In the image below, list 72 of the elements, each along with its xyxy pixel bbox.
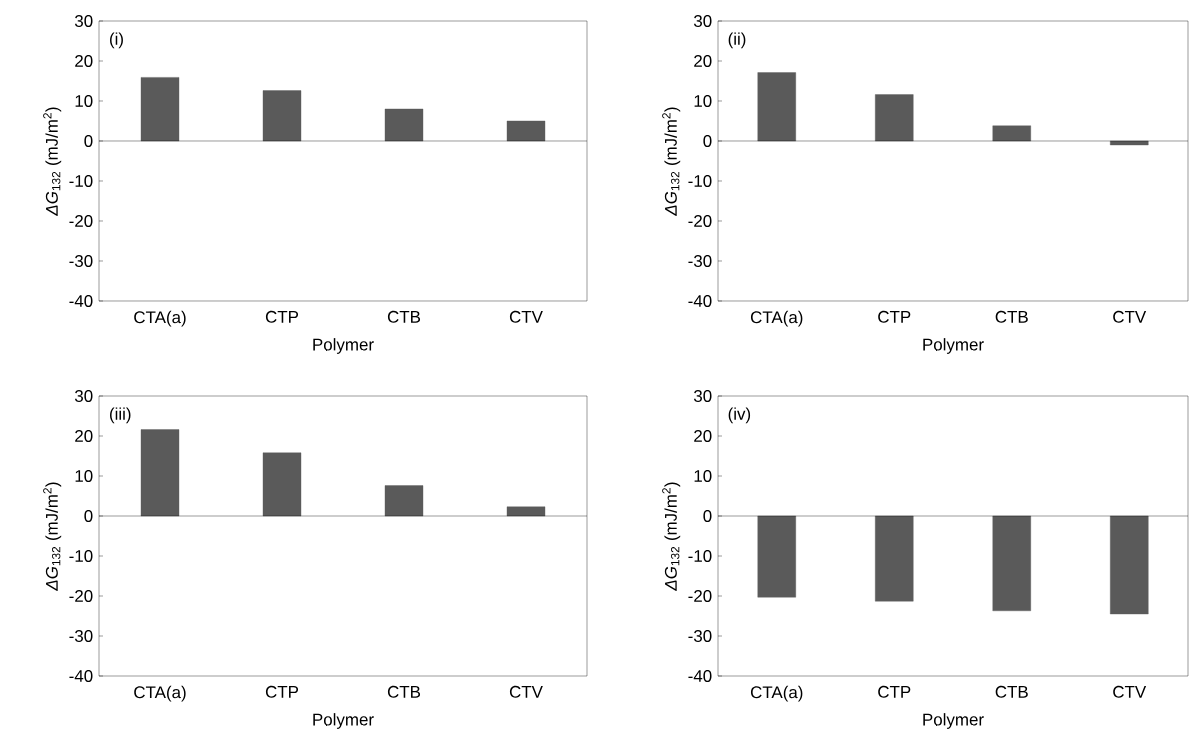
y-tick-label: -20 bbox=[69, 215, 93, 227]
y-tick-label: 30 bbox=[693, 390, 712, 403]
bar bbox=[875, 94, 914, 142]
y-tick-label: -30 bbox=[688, 630, 712, 642]
bar bbox=[384, 485, 424, 517]
x-tick-label: CTP bbox=[265, 310, 299, 323]
y-tick-label: 0 bbox=[84, 510, 93, 522]
y-axis-title: ΔG$_{132}$ (mJ/m$^{2}$) bbox=[662, 482, 681, 591]
y-tick-label: -20 bbox=[69, 590, 93, 602]
y-tick-label: -40 bbox=[688, 670, 712, 682]
x-tick-label: CTP bbox=[265, 685, 299, 698]
bar bbox=[757, 72, 796, 142]
annotation: (ii) bbox=[728, 32, 746, 49]
y-axis-title: ΔG$_{132}$ (mJ/m$^{2}$) bbox=[43, 482, 62, 591]
y-tick-label: -40 bbox=[69, 295, 93, 307]
x-tick-label: CTV bbox=[509, 310, 543, 323]
y-tick-label: -10 bbox=[69, 175, 93, 187]
x-tick-label: CTV bbox=[1113, 685, 1147, 698]
y-tick-label: 10 bbox=[694, 470, 712, 482]
y-tick-label: -10 bbox=[688, 175, 712, 187]
y-tick-label: -20 bbox=[688, 590, 712, 602]
y-tick-label: -30 bbox=[69, 255, 93, 267]
y-tick-label: 10 bbox=[75, 470, 93, 482]
bar bbox=[384, 108, 424, 142]
x-tick-label: CTV bbox=[509, 685, 543, 698]
x-axis-title: Polymer bbox=[923, 338, 984, 354]
y-tick-label: -10 bbox=[688, 550, 712, 562]
y-tick-label: 10 bbox=[75, 95, 93, 107]
x-tick-label: CTB bbox=[387, 685, 421, 698]
x-tick-label: CTP bbox=[878, 310, 911, 323]
y-tick-label: -30 bbox=[69, 630, 93, 642]
annotation: (iii) bbox=[110, 407, 131, 424]
bar bbox=[992, 125, 1031, 142]
bar bbox=[140, 77, 180, 142]
x-tick-label: CTB bbox=[995, 685, 1028, 698]
x-tick-label: CTB bbox=[387, 310, 421, 323]
bar bbox=[140, 429, 180, 517]
x-axis-title: Polymer bbox=[923, 713, 984, 729]
x-tick-label: CTV bbox=[1113, 310, 1147, 323]
y-tick-label: -40 bbox=[69, 670, 93, 682]
bar bbox=[262, 452, 302, 517]
x-tick-label: CTP bbox=[878, 685, 911, 698]
y-axis-title: ΔG$_{132}$ (mJ/m$^{2}$) bbox=[662, 107, 681, 216]
y-tick-label: 0 bbox=[703, 135, 712, 147]
x-tick-label: CTB bbox=[995, 310, 1028, 323]
y-axis-title: ΔG$_{132}$ (mJ/m$^{2}$) bbox=[43, 107, 62, 216]
y-tick-label: 30 bbox=[74, 390, 93, 403]
y-tick-label: 10 bbox=[694, 95, 712, 107]
y-tick-label: 20 bbox=[694, 55, 712, 67]
x-tick-label: CTA(a) bbox=[134, 685, 186, 702]
y-tick-label: -10 bbox=[69, 550, 93, 562]
bar bbox=[1110, 140, 1149, 146]
bar bbox=[506, 120, 546, 142]
y-tick-label: -20 bbox=[688, 215, 712, 227]
y-tick-label: 20 bbox=[75, 430, 93, 443]
x-tick-label: CTA(a) bbox=[750, 685, 803, 702]
y-tick-label: 20 bbox=[75, 55, 93, 67]
x-axis-title: Polymer bbox=[313, 713, 374, 729]
y-tick-label: 30 bbox=[74, 15, 93, 27]
y-tick-label: 0 bbox=[84, 135, 93, 147]
bar bbox=[262, 90, 302, 142]
annotation: (i) bbox=[110, 32, 123, 49]
x-tick-label: CTA(a) bbox=[134, 310, 186, 327]
y-tick-label: 20 bbox=[694, 430, 712, 443]
annotation: (iv) bbox=[728, 407, 751, 424]
x-tick-label: CTA(a) bbox=[750, 310, 803, 327]
y-tick-label: -40 bbox=[688, 295, 712, 307]
x-axis-title: Polymer bbox=[313, 338, 374, 354]
y-tick-label: 30 bbox=[693, 15, 712, 27]
bar bbox=[506, 506, 546, 517]
y-tick-label: 0 bbox=[703, 510, 712, 522]
y-tick-label: -30 bbox=[688, 255, 712, 267]
